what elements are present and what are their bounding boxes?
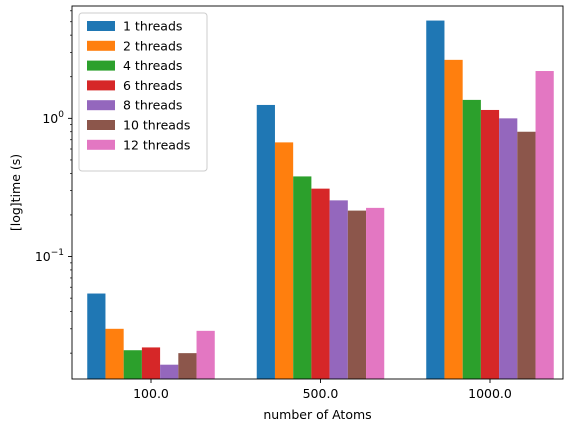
legend-swatch [87,80,115,91]
legend-swatch [87,21,115,31]
y-tick-label: 10−1 [35,248,64,264]
legend-swatch [87,120,115,130]
legend-swatch [87,60,115,71]
legend-label: 12 threads [123,137,190,152]
bar-1-threads-1000.0 [426,20,445,380]
x-tick-label: 500.0 [303,386,339,401]
bar-4-threads-1000.0 [462,99,481,379]
legend-label: 4 threads [123,58,182,73]
bar-10-threads-1000.0 [517,131,536,379]
legend: 1 threads 2 threads 4 threads 6 threads 8 th… [78,12,208,172]
bar-10-threads-100.0 [178,353,197,379]
bar-6-threads-1000.0 [480,109,500,380]
bar-8-threads-100.0 [160,364,179,379]
legend-swatch [87,139,115,150]
legend-label: 2 threads [123,38,182,53]
x-tick-label: 100.0 [133,386,169,401]
y-tick-label: 100 [42,110,64,126]
y-axis-label: [log]time (s) [8,154,23,231]
bar-1-threads-100.0 [87,293,106,379]
bar-2-threads-1000.0 [444,59,463,379]
bars-layer [87,20,554,380]
legend-label: 1 threads [123,19,182,34]
legend-label: 10 threads [123,118,190,133]
bar-2-threads-100.0 [105,328,124,379]
bar-2-threads-500.0 [274,142,294,379]
bar-12-threads-500.0 [366,207,385,379]
bar-8-threads-500.0 [329,200,348,379]
y-axis-ticks: 10−1 100 [35,10,72,354]
legend-label: 8 threads [123,98,182,113]
bar-8-threads-1000.0 [499,118,518,379]
bar-10-threads-500.0 [347,210,367,379]
bar-4-threads-500.0 [293,176,312,379]
bar-1-threads-500.0 [256,104,275,379]
x-axis-label: number of Atoms [263,407,371,422]
plot-frame [71,5,564,380]
legend-swatch [87,40,115,51]
bar-6-threads-100.0 [141,347,161,379]
legend-box [78,12,208,172]
bar-4-threads-100.0 [123,350,142,379]
x-tick-label: 1000.0 [468,386,512,401]
legend-swatch [87,100,115,111]
bar-12-threads-1000.0 [535,71,554,380]
x-axis-ticks: 100.0 500.0 1000.0 [133,379,512,401]
bar-12-threads-100.0 [196,330,215,379]
legend-label: 6 threads [123,78,182,93]
bar-6-threads-500.0 [311,188,330,379]
